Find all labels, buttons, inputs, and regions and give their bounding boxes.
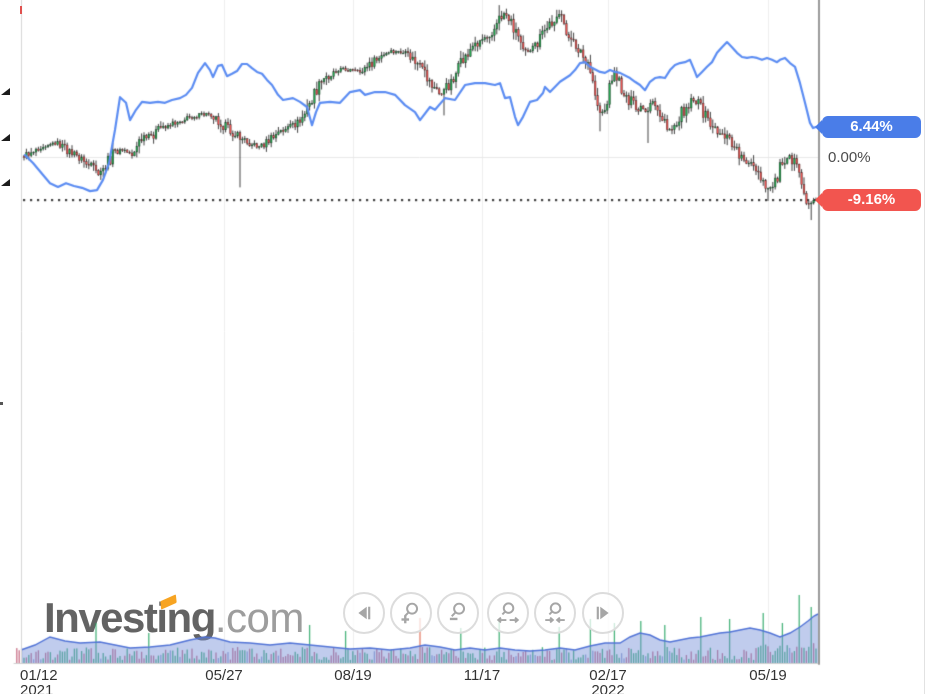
left-axis-marker [1, 179, 10, 186]
clipped-candle-artifact [20, 6, 22, 14]
left-axis-dot [0, 402, 3, 405]
left-axis-marker [1, 134, 10, 141]
x-tick-label: 02/17 [589, 667, 627, 684]
line-last-price-badge: 6.44% [822, 115, 921, 138]
zero-percent-label: 0.00% [828, 149, 871, 166]
zoom-out-icon [449, 602, 466, 621]
x-tick-label: 08/19 [334, 667, 372, 684]
candle-last-price-badge: -9.16% [822, 188, 921, 211]
pan-right-button[interactable] [582, 592, 624, 634]
zoom-in-icon [401, 602, 419, 624]
x-tick-label: 05/19 [749, 667, 787, 684]
x-tick-year-label: 2022 [591, 682, 625, 694]
pan-left-icon [358, 606, 371, 620]
left-axis-marker [1, 88, 10, 95]
x-tick-label: 05/27 [205, 667, 243, 684]
zoom-x-out-button[interactable] [487, 592, 529, 634]
pan-right-icon [596, 606, 609, 620]
x-tick-label: 01/12 [20, 667, 58, 684]
zoom-in-button[interactable] [390, 592, 432, 634]
x-tick-label: 11/17 [463, 667, 501, 684]
pan-left-button[interactable] [343, 592, 385, 634]
zoom-x-in-icon [545, 602, 565, 624]
zoom-x-out-icon [496, 602, 520, 624]
x-tick-year-label: 2021 [20, 682, 54, 694]
zoom-x-in-button[interactable] [534, 592, 576, 634]
zoom-out-button[interactable] [437, 592, 479, 634]
